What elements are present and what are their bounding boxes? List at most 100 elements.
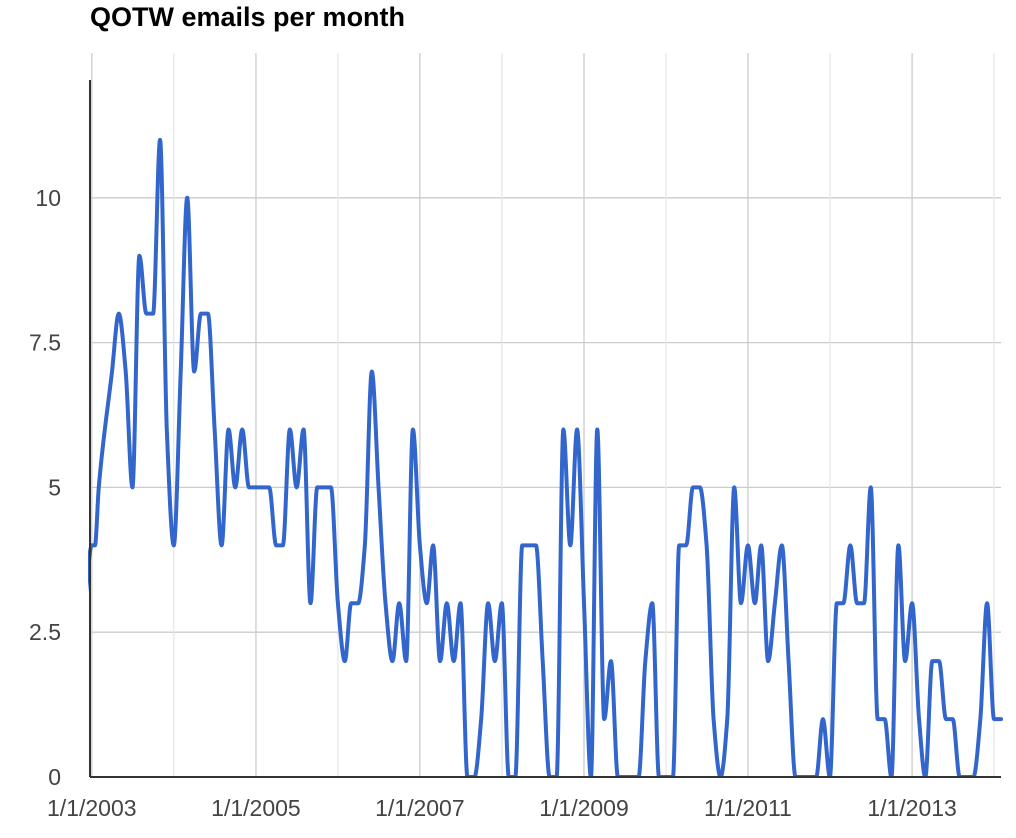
- data-point-66: [533, 543, 538, 548]
- data-point-100: [766, 659, 771, 664]
- data-point-101: [772, 601, 777, 606]
- data-point-103: [786, 659, 791, 664]
- data-point-44: [383, 601, 388, 606]
- data-point-27: [267, 485, 272, 490]
- y-tick-label-2: 5: [48, 474, 61, 500]
- data-point-61: [499, 601, 504, 606]
- data-point-90: [697, 485, 702, 490]
- data-point-71: [568, 543, 573, 548]
- data-point-76: [602, 717, 607, 722]
- data-point-127: [950, 717, 955, 722]
- data-point-125: [937, 659, 942, 664]
- data-point-20: [219, 543, 224, 548]
- data-point-8: [137, 253, 142, 258]
- y-tick-label-4: 10: [35, 185, 61, 211]
- data-point-49: [417, 543, 422, 548]
- data-point-35: [322, 485, 327, 490]
- data-point-122: [917, 717, 922, 722]
- data-point-119: [896, 543, 901, 548]
- data-point-88: [684, 543, 689, 548]
- data-point-83: [650, 601, 655, 606]
- data-point-117: [882, 717, 887, 722]
- data-point-25: [253, 485, 258, 490]
- data-point-34: [315, 485, 320, 490]
- data-point-95: [732, 485, 737, 490]
- data-point-29: [280, 543, 285, 548]
- data-point-12: [164, 427, 169, 432]
- data-point-6: [123, 369, 128, 374]
- data-point-41: [362, 543, 367, 548]
- data-point-94: [725, 717, 730, 722]
- data-point-91: [704, 543, 709, 548]
- data-point-47: [404, 659, 409, 664]
- data-point-131: [978, 717, 983, 722]
- data-point-134: [999, 717, 1004, 722]
- data-point-67: [540, 659, 545, 664]
- data-point-132: [985, 601, 990, 606]
- y-tick-label-3: 7.5: [29, 330, 61, 356]
- data-point-33: [308, 601, 313, 606]
- data-point-116: [875, 717, 880, 722]
- axes: [89, 80, 1001, 778]
- data-point-5: [116, 311, 121, 316]
- data-point-73: [582, 601, 587, 606]
- data-point-48: [410, 427, 415, 432]
- x-tick-label-0: 1/1/2003: [47, 795, 137, 821]
- data-point-126: [943, 717, 948, 722]
- data-point-110: [834, 601, 839, 606]
- data-point-32: [301, 427, 306, 432]
- data-point-14: [178, 369, 183, 374]
- data-point-19: [212, 427, 217, 432]
- data-point-16: [192, 369, 197, 374]
- data-point-55: [458, 601, 463, 606]
- data-point-42: [369, 369, 374, 374]
- data-point-65: [527, 543, 532, 548]
- data-point-46: [397, 601, 402, 606]
- data-point-54: [451, 659, 456, 664]
- data-point-58: [479, 717, 484, 722]
- data-point-52: [438, 659, 443, 664]
- data-point-28: [274, 543, 279, 548]
- tick-labels: 0 2.5 5 7.5 10 1/1/2003 1/1/2005 1/1/2007 1/1/20…: [29, 185, 957, 821]
- data-point-4: [110, 369, 115, 374]
- data-point-108: [820, 717, 825, 722]
- data-point-31: [294, 485, 299, 490]
- data-point-92: [711, 717, 716, 722]
- data-point-11: [158, 137, 163, 142]
- data-point-60: [492, 659, 497, 664]
- gridlines: [90, 53, 1001, 777]
- series-line: [88, 137, 1003, 777]
- data-point-53: [444, 601, 449, 606]
- data-point-17: [198, 311, 203, 316]
- data-point-99: [759, 543, 764, 548]
- data-point-111: [841, 601, 846, 606]
- data-point-120: [903, 659, 908, 664]
- data-point-64: [520, 543, 525, 548]
- data-point-70: [561, 427, 566, 432]
- data-point-3: [96, 485, 101, 490]
- data-point-24: [246, 485, 251, 490]
- data-point-113: [855, 601, 860, 606]
- data-point-124: [930, 659, 935, 664]
- data-point-15: [185, 195, 190, 200]
- data-point-43: [376, 485, 381, 490]
- data-point-97: [745, 543, 750, 548]
- data-point-37: [335, 601, 340, 606]
- y-tick-label-1: 2.5: [29, 619, 61, 645]
- data-point-89: [690, 485, 695, 490]
- data-point-75: [595, 427, 600, 432]
- data-point-112: [848, 543, 853, 548]
- data-point-115: [868, 485, 873, 490]
- data-point-30: [287, 427, 292, 432]
- x-tick-label-2: 1/1/2007: [375, 795, 465, 821]
- data-point-87: [677, 543, 682, 548]
- data-point-13: [171, 543, 176, 548]
- x-tick-label-1: 1/1/2005: [211, 795, 301, 821]
- data-point-96: [738, 601, 743, 606]
- x-tick-label-5: 1/1/2013: [867, 795, 957, 821]
- data-point-18: [205, 311, 210, 316]
- data-point-51: [431, 543, 436, 548]
- data-point-21: [226, 427, 231, 432]
- series-layer: [88, 137, 1004, 777]
